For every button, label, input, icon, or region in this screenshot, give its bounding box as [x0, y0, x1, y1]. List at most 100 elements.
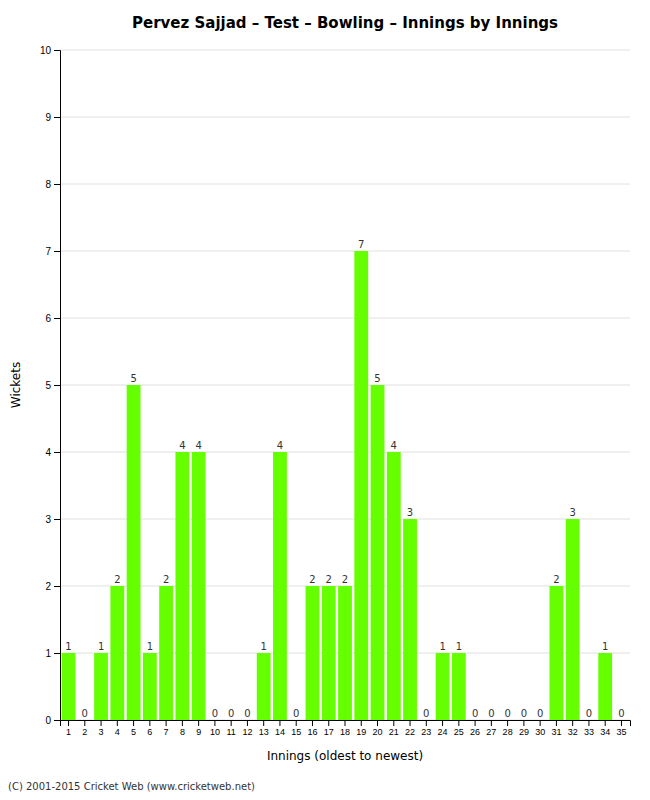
bar — [484, 720, 498, 721]
x-tick-mark — [426, 720, 427, 726]
bar — [354, 251, 368, 720]
y-tick-mark — [54, 50, 60, 51]
x-tick-label: 21 — [389, 727, 399, 737]
x-axis: 1234567891011121314151617181920212223242… — [61, 720, 631, 737]
y-tick-mark — [54, 519, 60, 520]
data-label: 0 — [586, 708, 592, 719]
data-label: 0 — [244, 708, 250, 719]
x-tick-mark — [68, 720, 69, 726]
y-tick-mark — [54, 720, 60, 721]
x-tick-label: 27 — [486, 727, 496, 737]
x-tick-mark — [393, 720, 394, 726]
bar — [78, 720, 92, 721]
x-tick-mark — [491, 720, 492, 726]
bar — [110, 586, 124, 720]
x-tick: 7 — [164, 720, 169, 737]
x-tick-mark — [149, 720, 150, 726]
x-tick-label: 33 — [584, 727, 594, 737]
data-label: 4 — [277, 440, 283, 451]
data-label: 0 — [537, 708, 543, 719]
bar — [241, 720, 255, 721]
x-tick-label: 14 — [275, 727, 285, 737]
x-tick-label: 25 — [454, 727, 464, 737]
footer: (C) 2001-2015 Cricket Web (www.cricketwe… — [8, 781, 255, 792]
x-tick-label: 34 — [600, 727, 610, 737]
data-label: 0 — [423, 708, 429, 719]
y-tick-label: 7 — [45, 246, 51, 257]
x-tick-mark — [231, 720, 232, 726]
x-tick-mark — [214, 720, 215, 726]
data-label: 1 — [456, 641, 462, 652]
x-tick-label: 24 — [438, 727, 448, 737]
y-tick-label: 5 — [45, 380, 51, 391]
x-tick: 16 — [307, 720, 317, 737]
x-tick-label: 29 — [519, 727, 529, 737]
data-label: 2 — [309, 574, 315, 585]
bar — [257, 653, 271, 720]
x-tick: 10 — [210, 720, 220, 737]
y-tick: 10 — [40, 45, 60, 56]
data-label: 0 — [82, 708, 88, 719]
x-tick: 18 — [340, 720, 350, 737]
x-tick-mark — [166, 720, 167, 726]
data-label: 2 — [326, 574, 332, 585]
x-tick-mark — [458, 720, 459, 726]
bar — [159, 586, 173, 720]
bar — [615, 720, 629, 721]
x-tick-label: 32 — [568, 727, 578, 737]
x-tick: 3 — [99, 720, 104, 737]
y-tick: 9 — [45, 112, 60, 123]
x-tick: 26 — [470, 720, 480, 737]
x-tick-mark — [345, 720, 346, 726]
x-tick-mark — [263, 720, 264, 726]
chart: 1012512440001402227543011000002301012345… — [0, 0, 650, 800]
x-tick-label: 31 — [551, 727, 561, 737]
bar — [306, 586, 320, 720]
bar — [175, 452, 189, 720]
y-tick: 7 — [45, 246, 60, 257]
y-tick-mark — [54, 385, 60, 386]
bar — [387, 452, 401, 720]
data-label: 4 — [195, 440, 201, 451]
x-tick-label: 8 — [180, 727, 185, 737]
x-tick: 15 — [291, 720, 301, 737]
x-tick: 28 — [503, 720, 513, 737]
x-tick: 8 — [180, 720, 185, 737]
x-tick-label: 12 — [242, 727, 252, 737]
bar — [419, 720, 433, 721]
x-tick-mark — [410, 720, 411, 726]
data-label: 0 — [618, 708, 624, 719]
x-tick-mark — [117, 720, 118, 726]
x-tick-label: 4 — [115, 727, 120, 737]
bar — [436, 653, 450, 720]
data-label: 5 — [374, 373, 380, 384]
x-tick: 19 — [356, 720, 366, 737]
y-tick-mark — [54, 117, 60, 118]
x-axis-label: Innings (oldest to newest) — [267, 749, 423, 763]
bar — [289, 720, 303, 721]
x-tick-label: 30 — [535, 727, 545, 737]
x-tick-label: 5 — [131, 727, 136, 737]
x-tick-label: 11 — [226, 727, 235, 737]
y-tick-label: 6 — [45, 313, 51, 324]
bar — [192, 452, 206, 720]
x-tick-mark — [296, 720, 297, 726]
x-tick-mark — [312, 720, 313, 726]
bar — [598, 653, 612, 720]
y-tick-label: 8 — [45, 179, 51, 190]
x-tick: 24 — [438, 720, 448, 737]
x-tick-label: 20 — [373, 727, 383, 737]
x-tick: 2 — [82, 720, 87, 737]
grid-line — [60, 117, 630, 118]
data-label: 1 — [439, 641, 445, 652]
data-label: 4 — [179, 440, 185, 451]
x-tick-mark — [507, 720, 508, 726]
data-label: 3 — [407, 507, 413, 518]
y-axis-line — [54, 51, 61, 721]
x-tick: 1 — [66, 720, 71, 737]
x-tick-mark — [247, 720, 248, 726]
y-tick-mark — [54, 586, 60, 587]
x-tick-mark — [475, 720, 476, 726]
y-tick-label: 4 — [45, 447, 51, 458]
y-tick: 1 — [45, 648, 60, 659]
